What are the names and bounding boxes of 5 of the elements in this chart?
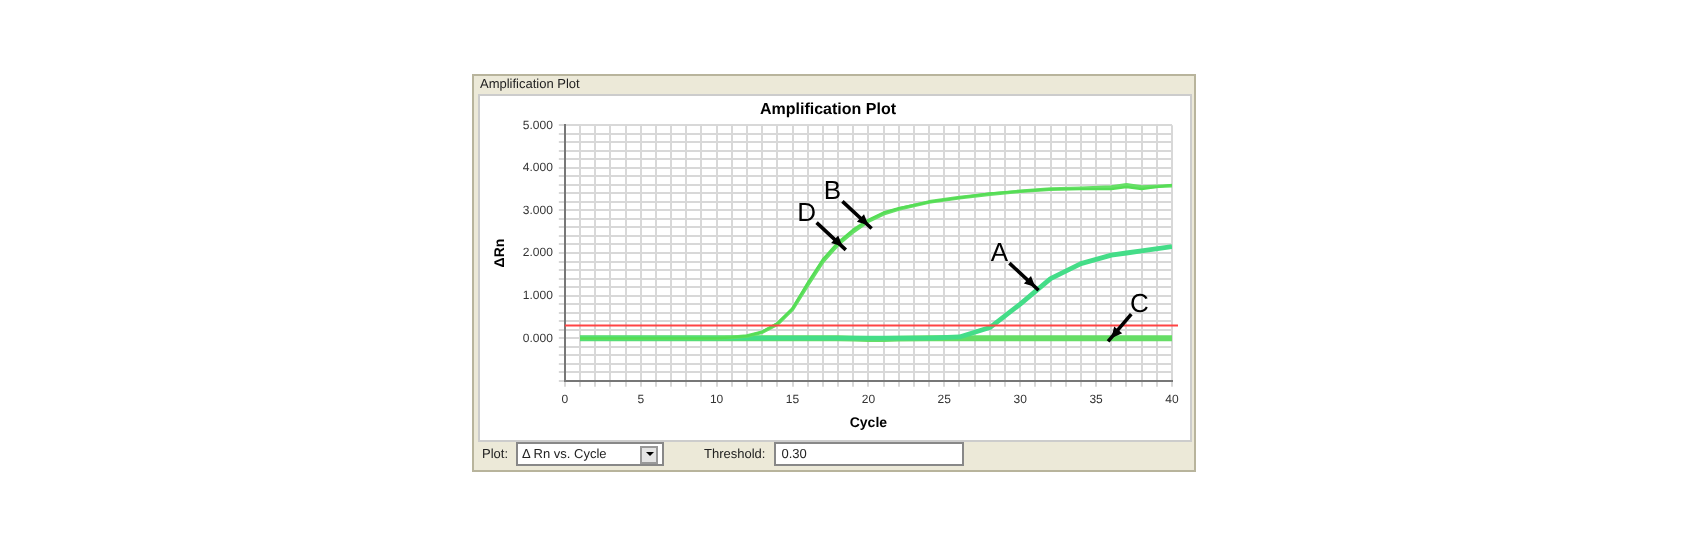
annotation: D (797, 196, 816, 227)
annotation: A (990, 237, 1009, 268)
annotation: B (823, 175, 842, 206)
annotation: C (1129, 288, 1149, 319)
chart-title: Amplification Plot (760, 100, 897, 119)
